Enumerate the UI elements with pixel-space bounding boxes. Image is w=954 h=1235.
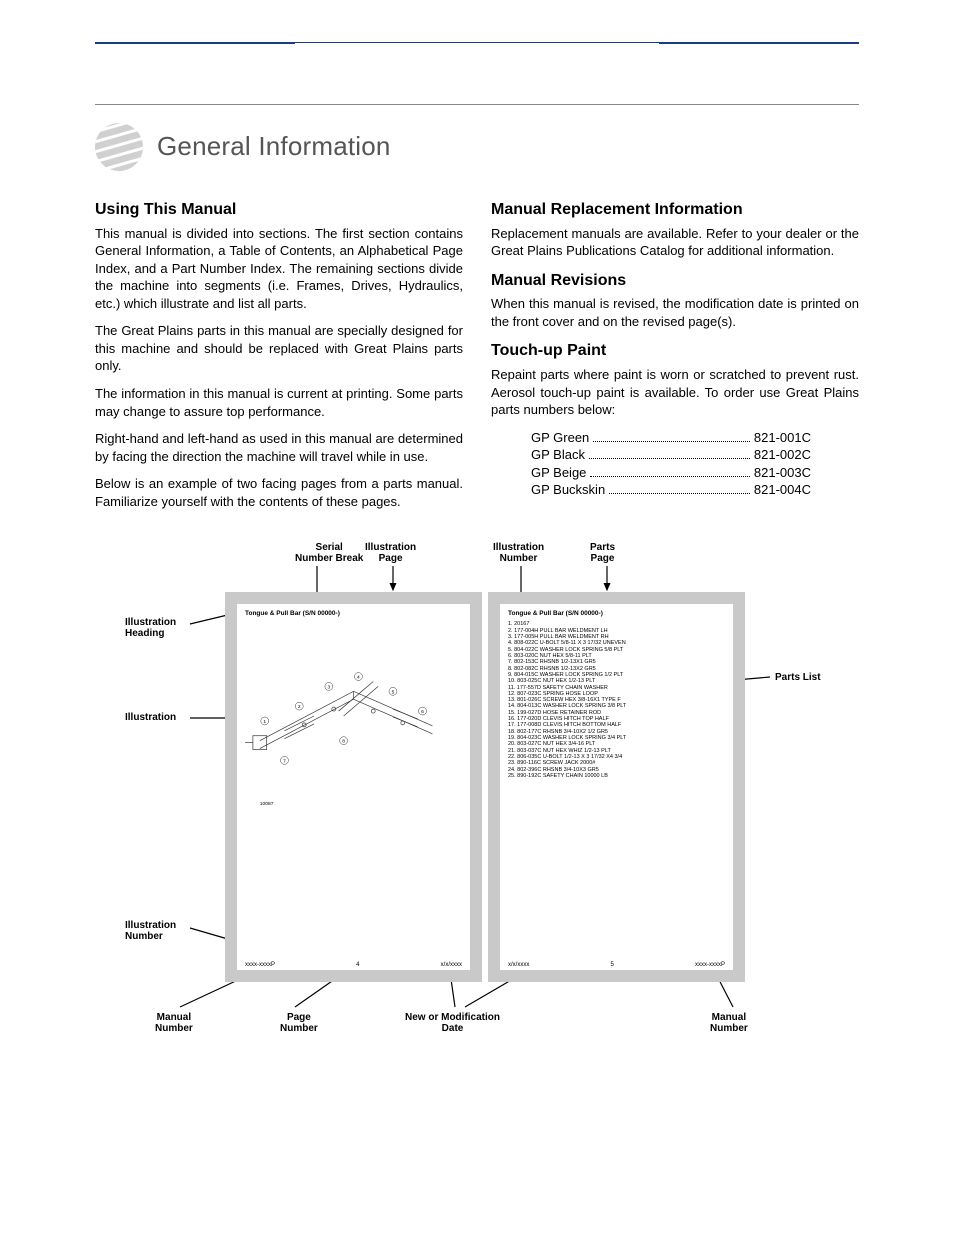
callout-parts-list: Parts List xyxy=(775,672,821,683)
left-page-title: Tongue & Pull Bar (S/N 00000-) xyxy=(245,610,462,617)
paint-row: GP Black 821-002C xyxy=(531,446,811,464)
revisions-heading: Manual Revisions xyxy=(491,270,859,292)
callout-manual-number-r: ManualNumber xyxy=(710,1012,748,1034)
left-page-footer: xxxx-xxxxP 4 x/x/xxxx xyxy=(245,962,462,969)
callout-mod-date: New or ModificationDate xyxy=(405,1012,500,1034)
right-page-title: Tongue & Pull Bar (S/N 00000-) xyxy=(508,610,725,617)
mod-date: x/x/xxxx xyxy=(508,962,529,969)
two-column-body: Using This Manual This manual is divided… xyxy=(95,199,859,520)
page-number: 5 xyxy=(611,962,614,969)
page-title: General Information xyxy=(157,129,391,164)
replacement-heading: Manual Replacement Information xyxy=(491,199,859,221)
leader-dots xyxy=(590,466,749,476)
svg-text:2: 2 xyxy=(298,704,301,710)
svg-text:3: 3 xyxy=(327,685,330,691)
svg-text:5: 5 xyxy=(392,690,395,696)
svg-text:4: 4 xyxy=(357,675,360,681)
paragraph: The Great Plains parts in this manual ar… xyxy=(95,322,463,375)
paragraph: This manual is divided into sections. Th… xyxy=(95,225,463,313)
callout-parts-page: PartsPage xyxy=(590,542,615,564)
paint-name: GP Buckskin xyxy=(531,481,605,499)
paint-number: 821-002C xyxy=(754,446,811,464)
callout-illus-page: IllustrationPage xyxy=(365,542,416,564)
section-header: General Information xyxy=(95,123,859,171)
callout-manual-number-l: ManualNumber xyxy=(155,1012,193,1034)
svg-text:10087: 10087 xyxy=(260,801,274,807)
svg-text:8: 8 xyxy=(342,739,345,745)
paragraph: Right-hand and left-hand as used in this… xyxy=(95,430,463,465)
example-left-page: Tongue & Pull Bar (S/N 00000-) xyxy=(225,592,482,982)
callout-page-number: PageNumber xyxy=(280,1012,318,1034)
paint-number: 821-001C xyxy=(754,429,811,447)
paint-row: GP Buckskin 821-004C xyxy=(531,481,811,499)
page-number: 4 xyxy=(356,962,359,969)
leader-dots xyxy=(589,449,750,459)
leader-dots xyxy=(609,484,750,494)
paragraph: When this manual is revised, the modific… xyxy=(491,295,859,330)
paragraph: The information in this manual is curren… xyxy=(95,385,463,420)
document-page: General Information Using This Manual Th… xyxy=(0,44,954,1102)
section-rule xyxy=(95,104,859,105)
paint-row: GP Green 821-001C xyxy=(531,429,811,447)
left-column: Using This Manual This manual is divided… xyxy=(95,199,463,520)
callout-illustration: Illustration xyxy=(125,712,176,723)
paragraph: Repaint parts where paint is worn or scr… xyxy=(491,366,859,419)
right-column: Manual Replacement Information Replaceme… xyxy=(491,199,859,520)
parts-list-row: 25. 890-192C SAFETY CHAIN 10000 LB xyxy=(508,773,725,779)
right-page-footer: x/x/xxxx 5 xxxx-xxxxP xyxy=(508,962,725,969)
paint-name: GP Black xyxy=(531,446,585,464)
mod-date: x/x/xxxx xyxy=(441,962,462,969)
tongue-pullbar-illustration: 1 2 3 4 5 6 7 8 10087 xyxy=(245,621,462,811)
paint-name: GP Green xyxy=(531,429,589,447)
svg-text:6: 6 xyxy=(421,709,424,715)
page-spread: Tongue & Pull Bar (S/N 00000-) xyxy=(225,592,745,982)
touchup-heading: Touch-up Paint xyxy=(491,340,859,362)
paragraph: Below is an example of two facing pages … xyxy=(95,475,463,510)
callout-illus-heading: IllustrationHeading xyxy=(125,617,176,639)
manual-number: xxxx-xxxxP xyxy=(245,962,275,969)
paint-part-list: GP Green 821-001C GP Black 821-002C GP B… xyxy=(531,429,859,499)
svg-text:7: 7 xyxy=(283,759,286,765)
svg-text:1: 1 xyxy=(263,719,266,725)
parts-list-table: 1. 201672. 177-004H PULL BAR WELDMENT LH… xyxy=(508,621,725,779)
brand-logo-icon xyxy=(95,123,143,171)
paint-number: 821-004C xyxy=(754,481,811,499)
paint-row: GP Beige 821-003C xyxy=(531,464,811,482)
paragraph: Replacement manuals are available. Refer… xyxy=(491,225,859,260)
manual-number: xxxx-xxxxP xyxy=(695,962,725,969)
example-right-page: Tongue & Pull Bar (S/N 00000-) 1. 201672… xyxy=(488,592,745,982)
leader-dots xyxy=(593,431,750,441)
paint-name: GP Beige xyxy=(531,464,586,482)
using-manual-heading: Using This Manual xyxy=(95,199,463,221)
callout-illus-number-top: IllustrationNumber xyxy=(493,542,544,564)
paint-number: 821-003C xyxy=(754,464,811,482)
facing-pages-diagram: SerialNumber Break IllustrationPage Illu… xyxy=(95,542,859,1062)
callout-illus-number-left: IllustrationNumber xyxy=(125,920,176,942)
callout-serial-break: SerialNumber Break xyxy=(295,542,363,564)
